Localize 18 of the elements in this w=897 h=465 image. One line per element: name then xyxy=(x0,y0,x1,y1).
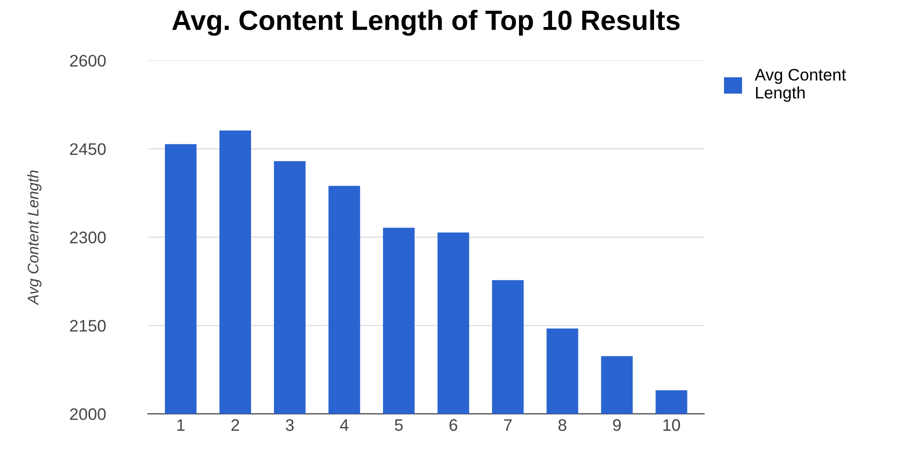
y-tick-label: 2300 xyxy=(70,232,106,244)
x-tick-label: 3 xyxy=(286,419,294,431)
y-axis-title: Avg Content Length xyxy=(27,170,42,306)
x-tick-label: 10 xyxy=(663,419,680,431)
x-tick-label: 5 xyxy=(394,419,403,431)
x-tick-label: 6 xyxy=(450,419,458,431)
x-tick-label: 8 xyxy=(558,419,566,431)
x-tick-label: 2 xyxy=(231,419,240,431)
y-tick-label: 2150 xyxy=(70,320,106,332)
x-tick-label: 7 xyxy=(504,419,512,431)
chart-title: Avg. Content Length of Top 10 Results xyxy=(172,10,680,36)
y-tick-label: 2450 xyxy=(70,143,106,156)
y-tick-label: 2600 xyxy=(70,54,106,67)
x-tick-label: 9 xyxy=(613,419,621,431)
x-tick-label: 1 xyxy=(177,419,185,431)
x-tick-label: 4 xyxy=(340,419,348,431)
y-tick-label: 2000 xyxy=(70,408,106,420)
legend-label: Avg Content Length xyxy=(754,68,846,102)
